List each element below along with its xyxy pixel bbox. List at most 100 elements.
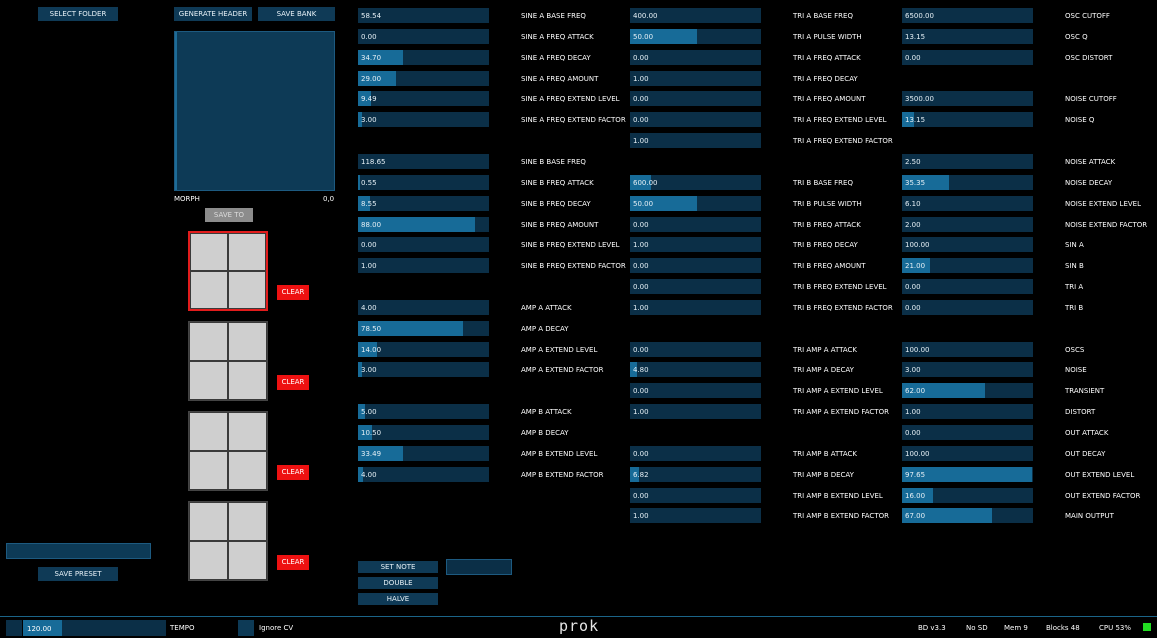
param-track[interactable]: 5.00 xyxy=(358,404,489,419)
param-track[interactable]: 29.00 xyxy=(358,71,489,86)
preset-pad-cell[interactable] xyxy=(228,361,267,400)
param-track[interactable]: 3.00 xyxy=(358,112,489,127)
preset-pad-cell[interactable] xyxy=(189,451,228,490)
param-track[interactable]: 0.00 xyxy=(630,488,761,503)
param-track[interactable]: 600.00 xyxy=(630,175,761,190)
clear-pad-3-button[interactable]: CLEAR xyxy=(277,465,309,480)
param-track[interactable]: 9.49 xyxy=(358,91,489,106)
param-track[interactable]: 0.55 xyxy=(358,175,489,190)
preset-pad-cell[interactable] xyxy=(189,502,228,541)
param-track[interactable]: 1.00 xyxy=(630,133,761,148)
param-track[interactable]: 2.00 xyxy=(902,217,1033,232)
param-track[interactable]: 0.00 xyxy=(630,258,761,273)
param-track[interactable]: 1.00 xyxy=(630,508,761,523)
double-button[interactable]: DOUBLE xyxy=(358,577,438,589)
param-track[interactable]: 1.00 xyxy=(358,258,489,273)
param-track[interactable]: 100.00 xyxy=(902,342,1033,357)
param-track[interactable]: 0.00 xyxy=(902,300,1033,315)
param-track[interactable]: 0.00 xyxy=(630,217,761,232)
preset-name-field[interactable] xyxy=(6,543,151,559)
preset-pad-cell[interactable] xyxy=(189,412,228,451)
preset-pad-cell[interactable] xyxy=(189,361,228,400)
param-track[interactable]: 4.00 xyxy=(358,467,489,482)
preset-pad-cell[interactable] xyxy=(228,412,267,451)
param-track[interactable]: 13.15 xyxy=(902,29,1033,44)
param-track[interactable]: 0.00 xyxy=(630,91,761,106)
preset-pad-cell[interactable] xyxy=(190,271,228,309)
halve-button[interactable]: HALVE xyxy=(358,593,438,605)
param-track[interactable]: 50.00 xyxy=(630,196,761,211)
param-track[interactable]: 4.00 xyxy=(358,300,489,315)
preset-pad-cell[interactable] xyxy=(228,271,266,309)
param-track[interactable]: 3.00 xyxy=(902,362,1033,377)
preset-pad-cell[interactable] xyxy=(189,322,228,361)
param-track[interactable]: 34.70 xyxy=(358,50,489,65)
param-track[interactable]: 100.00 xyxy=(902,446,1033,461)
morph-xy-pad[interactable] xyxy=(174,31,335,191)
clear-pad-2-button[interactable]: CLEAR xyxy=(277,375,309,390)
param-track[interactable]: 1.00 xyxy=(630,237,761,252)
param-track[interactable]: 78.50 xyxy=(358,321,489,336)
preset-pad-cell[interactable] xyxy=(190,233,228,271)
param-track[interactable]: 13.15 xyxy=(902,112,1033,127)
preset-pad-cell[interactable] xyxy=(228,541,267,580)
param-track[interactable]: 50.00 xyxy=(630,29,761,44)
param-track[interactable]: 2.50 xyxy=(902,154,1033,169)
param-track[interactable]: 118.65 xyxy=(358,154,489,169)
param-track[interactable]: 100.00 xyxy=(902,237,1033,252)
param-track[interactable]: 1.00 xyxy=(630,300,761,315)
param-track[interactable]: 6500.00 xyxy=(902,8,1033,23)
param-track[interactable]: 0.00 xyxy=(630,112,761,127)
param-track[interactable]: 67.00 xyxy=(902,508,1033,523)
preset-pad-2[interactable] xyxy=(188,321,268,401)
param-track[interactable]: 0.00 xyxy=(902,279,1033,294)
param-track[interactable]: 0.00 xyxy=(358,29,489,44)
param-track[interactable]: 10.50 xyxy=(358,425,489,440)
param-track[interactable]: 0.00 xyxy=(630,446,761,461)
ignore-cv-toggle[interactable] xyxy=(238,620,254,636)
param-track[interactable]: 62.00 xyxy=(902,383,1033,398)
preset-pad-cell[interactable] xyxy=(228,502,267,541)
set-note-button[interactable]: SET NOTE xyxy=(358,561,438,573)
param-track[interactable]: 1.00 xyxy=(630,404,761,419)
preset-pad-1[interactable] xyxy=(188,231,268,311)
param-track[interactable]: 3500.00 xyxy=(902,91,1033,106)
param-track[interactable]: 88.00 xyxy=(358,217,489,232)
clear-pad-1-button[interactable]: CLEAR xyxy=(277,285,309,300)
param-track[interactable]: 8.55 xyxy=(358,196,489,211)
param-track[interactable]: 1.00 xyxy=(902,404,1033,419)
param-track[interactable]: 6.10 xyxy=(902,196,1033,211)
param-track[interactable]: 0.00 xyxy=(630,342,761,357)
param-track[interactable]: 4.80 xyxy=(630,362,761,377)
param-track[interactable]: 0.00 xyxy=(630,279,761,294)
param-track[interactable]: 97.65 xyxy=(902,467,1033,482)
param-track[interactable]: 0.00 xyxy=(630,50,761,65)
param-track[interactable]: 0.00 xyxy=(902,425,1033,440)
param-track[interactable]: 0.00 xyxy=(902,50,1033,65)
param-track[interactable]: 0.00 xyxy=(358,237,489,252)
preset-pad-cell[interactable] xyxy=(228,451,267,490)
preset-pad-4[interactable] xyxy=(188,501,268,581)
param-track[interactable]: 14.00 xyxy=(358,342,489,357)
save-bank-button[interactable]: SAVE BANK xyxy=(258,7,335,21)
clear-pad-4-button[interactable]: CLEAR xyxy=(277,555,309,570)
param-track[interactable]: 21.00 xyxy=(902,258,1033,273)
tempo-slider[interactable]: 120.00 xyxy=(23,620,166,636)
param-track[interactable]: 33.49 xyxy=(358,446,489,461)
generate-header-button[interactable]: GENERATE HEADER xyxy=(174,7,252,21)
param-track[interactable]: 6.82 xyxy=(630,467,761,482)
param-track[interactable]: 400.00 xyxy=(630,8,761,23)
param-track[interactable]: 35.35 xyxy=(902,175,1033,190)
preset-pad-cell[interactable] xyxy=(228,233,266,271)
preset-pad-3[interactable] xyxy=(188,411,268,491)
save-to-button[interactable]: SAVE TO xyxy=(205,208,253,222)
param-track[interactable]: 58.54 xyxy=(358,8,489,23)
param-track[interactable]: 16.00 xyxy=(902,488,1033,503)
param-track[interactable]: 0.00 xyxy=(630,383,761,398)
param-track[interactable]: 1.00 xyxy=(630,71,761,86)
param-track[interactable]: 3.00 xyxy=(358,362,489,377)
save-preset-button[interactable]: SAVE PRESET xyxy=(38,567,118,581)
select-folder-button[interactable]: SELECT FOLDER xyxy=(38,7,118,21)
note-value-field[interactable] xyxy=(446,559,512,575)
preset-pad-cell[interactable] xyxy=(189,541,228,580)
